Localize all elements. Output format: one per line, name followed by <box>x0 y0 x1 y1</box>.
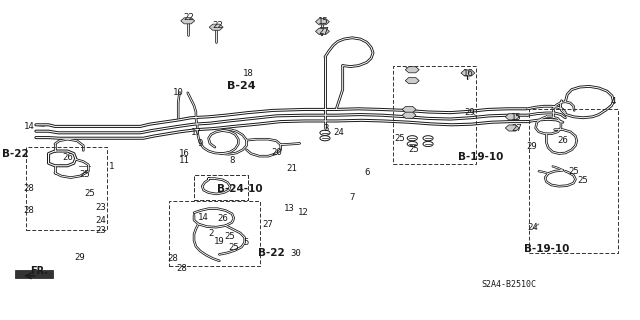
Text: 29: 29 <box>526 142 536 151</box>
Text: 19: 19 <box>214 237 225 246</box>
Text: FR.: FR. <box>30 266 48 276</box>
Polygon shape <box>316 19 330 25</box>
Text: 22: 22 <box>184 13 195 22</box>
Text: 14: 14 <box>24 122 35 131</box>
Bar <box>194 175 248 200</box>
Text: 25: 25 <box>84 189 95 198</box>
Text: B-22: B-22 <box>259 248 285 258</box>
Text: 20: 20 <box>271 148 282 156</box>
Text: B-22: B-22 <box>2 149 28 159</box>
Text: B-24: B-24 <box>227 81 256 92</box>
Circle shape <box>407 136 417 141</box>
Text: B-19-10: B-19-10 <box>524 244 569 254</box>
Circle shape <box>423 136 433 141</box>
Bar <box>529 109 618 253</box>
Bar <box>194 175 248 200</box>
Polygon shape <box>180 18 195 24</box>
Polygon shape <box>209 24 223 30</box>
Text: 27: 27 <box>318 27 329 36</box>
Text: 25: 25 <box>568 167 579 176</box>
Text: 30: 30 <box>290 249 301 258</box>
Circle shape <box>320 130 330 135</box>
Bar <box>26 147 108 230</box>
Text: 26: 26 <box>557 136 568 145</box>
Text: 8: 8 <box>229 156 235 164</box>
Text: 10: 10 <box>173 88 184 97</box>
Text: 28: 28 <box>23 184 34 193</box>
Text: 23: 23 <box>95 203 106 212</box>
Text: 25: 25 <box>409 145 420 154</box>
Text: 25: 25 <box>394 134 405 143</box>
Text: 24: 24 <box>333 128 344 137</box>
Text: 25: 25 <box>225 232 236 241</box>
Text: 15: 15 <box>318 17 329 26</box>
Text: 17: 17 <box>191 128 202 137</box>
Text: 23: 23 <box>95 226 106 235</box>
Polygon shape <box>316 28 330 35</box>
Text: 25: 25 <box>79 170 90 179</box>
Text: B-24-10: B-24-10 <box>218 184 263 194</box>
Circle shape <box>407 141 417 147</box>
Text: 27: 27 <box>511 124 522 132</box>
Text: 4: 4 <box>611 97 616 106</box>
Text: B-19-10: B-19-10 <box>458 152 503 163</box>
Text: 9: 9 <box>198 139 203 148</box>
Polygon shape <box>505 125 519 131</box>
Text: 25: 25 <box>228 244 239 252</box>
Polygon shape <box>402 112 416 118</box>
Text: 6: 6 <box>364 168 369 177</box>
Text: 26: 26 <box>217 214 228 223</box>
Text: 3: 3 <box>323 124 328 132</box>
Text: 28: 28 <box>23 206 34 215</box>
Text: 15: 15 <box>511 113 522 122</box>
Text: 25: 25 <box>578 176 588 185</box>
Text: 28: 28 <box>176 264 187 273</box>
Text: 22: 22 <box>212 21 223 30</box>
Text: 14: 14 <box>198 213 209 222</box>
Text: S2A4-B2510C: S2A4-B2510C <box>481 280 536 289</box>
Circle shape <box>423 141 433 147</box>
Text: 24: 24 <box>527 223 538 232</box>
Bar <box>394 66 476 164</box>
Text: 29: 29 <box>75 253 86 262</box>
Text: 29: 29 <box>464 108 475 117</box>
Text: 28: 28 <box>168 254 179 263</box>
Bar <box>15 270 53 278</box>
Text: 11: 11 <box>179 156 190 164</box>
Text: 7: 7 <box>349 193 355 202</box>
Polygon shape <box>505 114 519 120</box>
Circle shape <box>320 136 330 141</box>
Polygon shape <box>405 77 419 84</box>
Text: 2: 2 <box>209 229 214 238</box>
Text: 16: 16 <box>463 69 474 78</box>
Text: 16: 16 <box>179 149 190 158</box>
Polygon shape <box>461 70 475 76</box>
Polygon shape <box>405 67 419 73</box>
Text: 18: 18 <box>243 69 253 78</box>
Bar <box>169 201 260 266</box>
Text: 5: 5 <box>244 238 249 247</box>
Text: 24: 24 <box>95 216 106 225</box>
Polygon shape <box>402 106 416 113</box>
Text: 12: 12 <box>298 208 309 217</box>
Text: 1: 1 <box>109 162 115 171</box>
Text: 26: 26 <box>62 153 73 162</box>
Text: 21: 21 <box>287 164 298 172</box>
Text: 13: 13 <box>284 204 294 212</box>
Text: 27: 27 <box>262 220 273 229</box>
